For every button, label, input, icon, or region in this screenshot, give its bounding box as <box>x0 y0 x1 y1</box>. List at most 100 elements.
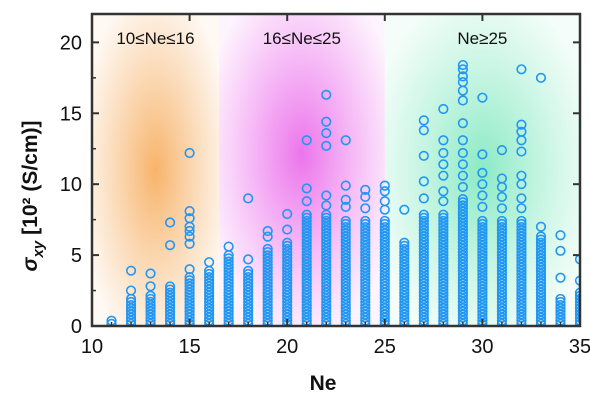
data-point <box>574 275 580 286</box>
data-point <box>184 147 195 159</box>
y-tick-label: 0 <box>71 316 82 338</box>
data-point <box>457 159 468 170</box>
data-point <box>301 183 312 194</box>
data-point <box>574 300 580 311</box>
y-tick-label: 5 <box>71 245 82 267</box>
data-point <box>184 206 195 217</box>
data-point <box>438 209 449 220</box>
y-axis-symbol: σ <box>19 256 42 271</box>
data-point <box>243 254 254 265</box>
data-point <box>477 218 488 230</box>
data-point <box>574 296 580 308</box>
data-point <box>164 217 176 228</box>
data-point <box>418 212 429 223</box>
data-point <box>204 268 215 280</box>
data-point <box>145 281 156 292</box>
data-point <box>477 215 488 227</box>
data-point <box>496 145 508 156</box>
data-point <box>457 197 468 208</box>
data-point <box>438 186 449 197</box>
data-point <box>496 215 508 227</box>
data-point <box>574 290 580 301</box>
data-point <box>516 170 527 181</box>
data-point <box>125 265 137 276</box>
data-point <box>223 241 234 252</box>
data-point <box>379 196 390 207</box>
data-point <box>301 215 312 227</box>
data-point <box>340 215 351 227</box>
data-point <box>418 176 429 187</box>
data-point <box>496 191 508 203</box>
data-point <box>282 208 293 220</box>
data-point <box>477 167 488 178</box>
data-point <box>438 196 449 207</box>
data-point <box>535 72 547 83</box>
data-point <box>321 128 332 139</box>
data-point <box>457 59 468 71</box>
x-tick-label: 20 <box>276 336 298 358</box>
y-tick-label: 10 <box>60 174 82 196</box>
data-point <box>321 116 332 127</box>
data-point <box>516 203 527 214</box>
data-point <box>125 296 137 308</box>
region-labels: 10≤Ne≤16 16≤Ne≤25 Ne≥25 <box>116 29 507 48</box>
data-point <box>301 212 312 223</box>
data-point <box>418 125 429 136</box>
data-point <box>379 222 390 233</box>
data-point <box>125 285 137 296</box>
data-point <box>574 309 580 320</box>
y-axis-units: [10² (S/cm)] <box>19 121 42 235</box>
data-point <box>457 181 468 193</box>
data-point <box>418 193 429 204</box>
data-point <box>457 76 468 88</box>
data-point <box>535 234 547 245</box>
data-point <box>535 237 547 248</box>
data-point <box>243 271 254 283</box>
plot-frame <box>90 12 582 328</box>
data-point <box>164 281 176 292</box>
data-point <box>438 147 449 159</box>
data-point <box>262 250 273 261</box>
data-point <box>340 201 351 212</box>
data-point <box>164 240 176 251</box>
data-point <box>184 278 195 289</box>
data-point <box>360 203 371 214</box>
data-point <box>418 115 429 126</box>
region-1-label: 10≤Ne≤16 <box>116 29 194 48</box>
data-point <box>516 119 527 130</box>
data-point <box>477 179 488 190</box>
data-point <box>457 200 468 211</box>
data-point <box>399 237 410 248</box>
data-point <box>457 135 468 146</box>
data-point <box>340 180 351 191</box>
data-point <box>477 92 488 103</box>
data-point <box>477 149 488 160</box>
data-point <box>184 264 195 275</box>
data-point <box>516 193 527 204</box>
data-point <box>496 222 508 233</box>
y-axis-subscript: xy <box>30 240 47 258</box>
data-point <box>457 64 468 75</box>
data-point <box>301 196 312 207</box>
data-point <box>574 306 580 317</box>
data-point <box>184 225 195 237</box>
data-point <box>516 146 527 157</box>
data-point <box>125 300 137 311</box>
data-point <box>438 135 449 146</box>
y-tick-label: 20 <box>60 32 82 54</box>
data-point <box>438 170 449 181</box>
data-point <box>555 300 566 311</box>
data-point <box>477 222 488 233</box>
data-point <box>204 271 215 283</box>
x-tick-label: 35 <box>569 336 590 358</box>
data-point <box>574 303 580 314</box>
data-point <box>379 186 390 197</box>
data-point <box>243 265 254 276</box>
data-point <box>555 272 566 283</box>
data-point <box>574 318 580 326</box>
data-point <box>360 184 371 195</box>
data-point <box>535 221 547 232</box>
data-point <box>457 193 468 205</box>
data-point <box>340 194 351 205</box>
